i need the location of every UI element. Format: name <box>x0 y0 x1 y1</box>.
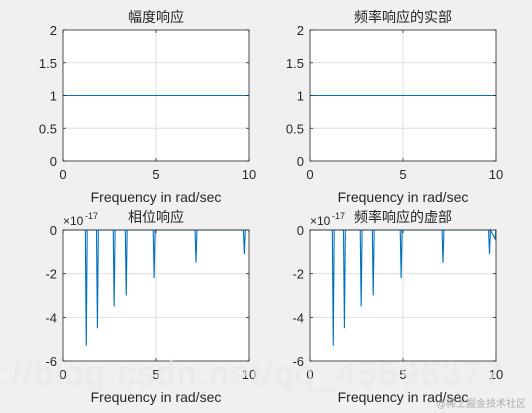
x-tick-label: 5 <box>399 367 406 382</box>
x-axis-label: Frequency in rad/sec <box>338 189 469 205</box>
x-tick-label: 10 <box>242 167 256 182</box>
subplot-1: 0 5 10 0 0.5 1 1.5 2 幅度响应 Frequency in rad/sec <box>39 9 256 205</box>
x-tick-label: 5 <box>152 167 159 182</box>
x-tick-label: 0 <box>59 167 66 182</box>
y-tick-label: 0 <box>50 154 57 169</box>
y-tick-label: 0 <box>50 223 57 238</box>
x-axis-label: Frequency in rad/sec <box>91 189 222 205</box>
y-tick-label: 0 <box>297 154 304 169</box>
y-tick-label: -2 <box>45 267 57 282</box>
y-tick-label: 0 <box>297 223 304 238</box>
subplot-3: 0 5 10 -6 -4 -2 0 ×10 -17 相位响应 Frequency in rad/se… <box>45 209 256 405</box>
y-tick-label: 0.5 <box>39 121 57 136</box>
exponent-power: -17 <box>332 211 345 221</box>
y-tick-label: -6 <box>45 354 57 369</box>
exponent-label: ×10 <box>310 214 331 228</box>
x-tick-label: 0 <box>59 367 66 382</box>
x-tick-label: 0 <box>306 167 313 182</box>
exponent-label: ×10 <box>63 214 84 228</box>
x-axis-label: Frequency in rad/sec <box>91 389 222 405</box>
x-tick-label: 10 <box>242 367 256 382</box>
x-tick-label: 5 <box>152 367 159 382</box>
y-tick-label: -2 <box>292 267 304 282</box>
exponent-power: -17 <box>85 211 98 221</box>
y-tick-label: 1.5 <box>286 56 304 71</box>
x-tick-label: 10 <box>489 367 503 382</box>
subplot-4: 0 5 10 -6 -4 -2 0 ×10 -17 频率响应的虚部 Frequency in rad… <box>292 209 503 405</box>
x-axis-label: Frequency in rad/sec <box>338 389 469 405</box>
chart-title: 频率响应的虚部 <box>354 209 452 226</box>
y-tick-label: 2 <box>297 23 304 38</box>
y-tick-label: 1 <box>297 89 304 104</box>
y-tick-label: 1 <box>50 89 57 104</box>
chart-title: 频率响应的实部 <box>354 9 452 26</box>
y-tick-label: 2 <box>50 23 57 38</box>
x-tick-label: 5 <box>399 167 406 182</box>
y-tick-label: 1.5 <box>39 56 57 71</box>
y-tick-label: 0.5 <box>286 121 304 136</box>
y-tick-label: -4 <box>292 310 304 325</box>
chart-title: 幅度响应 <box>128 9 184 26</box>
subplot-2: 0 5 10 0 0.5 1 1.5 2 频率响应的实部 Frequency in rad/sec <box>286 9 503 205</box>
x-tick-label: 10 <box>489 167 503 182</box>
y-tick-label: -6 <box>292 354 304 369</box>
chart-title: 相位响应 <box>128 209 184 226</box>
x-tick-label: 0 <box>306 367 313 382</box>
y-tick-label: -4 <box>45 310 57 325</box>
